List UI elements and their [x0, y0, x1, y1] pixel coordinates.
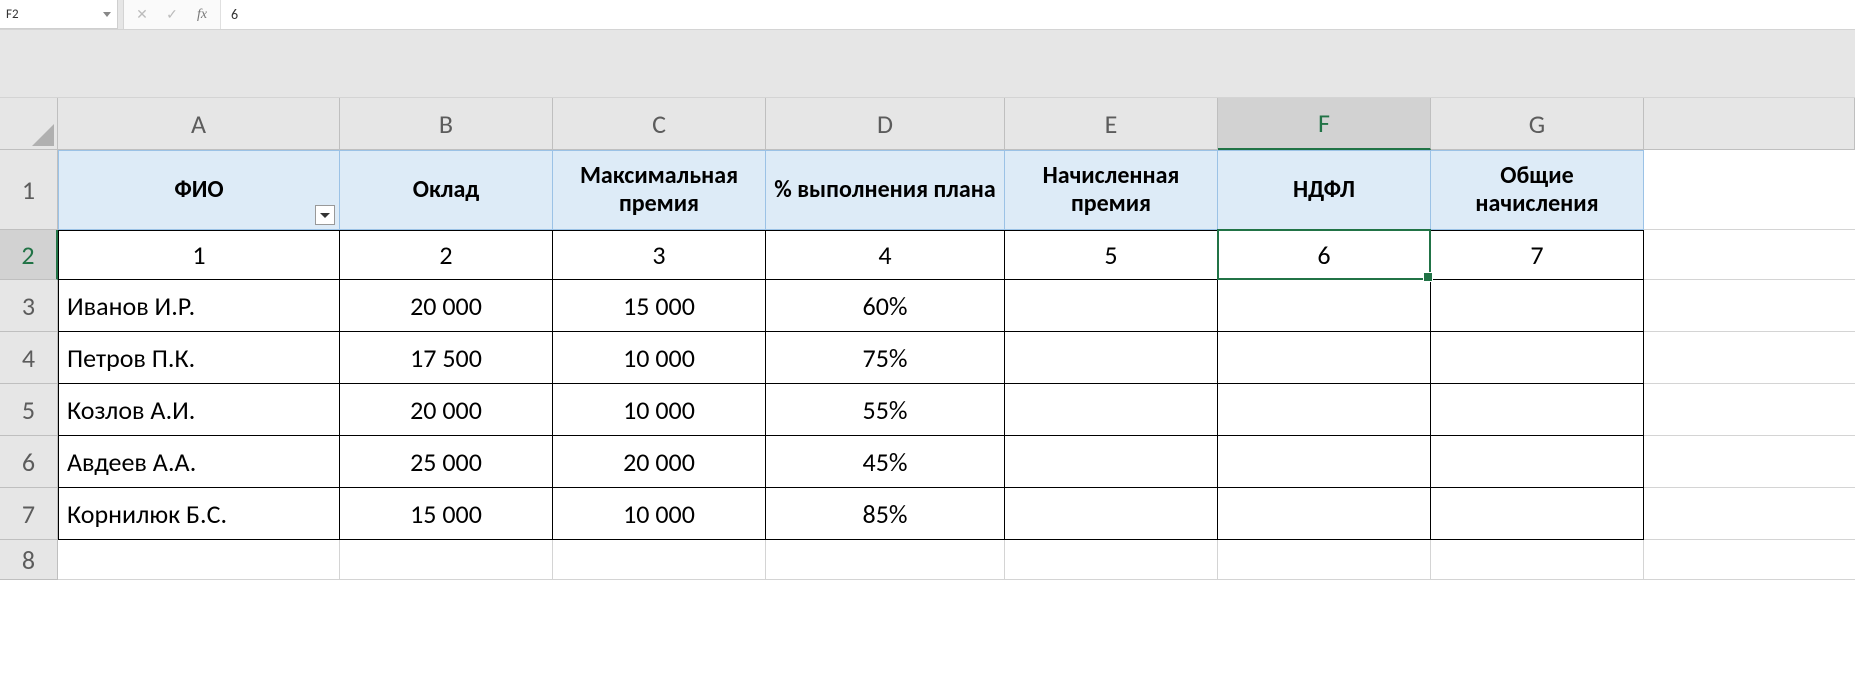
cancel-icon[interactable]: ✕	[128, 3, 156, 27]
row-header-2[interactable]: 2	[0, 230, 58, 280]
cell-A3[interactable]: Иванов И.Р.	[58, 280, 340, 332]
cell-A2[interactable]: 1	[58, 230, 340, 280]
row-header-4[interactable]: 4	[0, 332, 58, 384]
filter-button[interactable]	[315, 205, 335, 225]
cell-D8[interactable]	[766, 540, 1005, 580]
cell-E2[interactable]: 5	[1005, 230, 1218, 280]
cell-G2[interactable]: 7	[1431, 230, 1644, 280]
formula-bar-expand	[0, 30, 1855, 98]
cell-B1[interactable]: Оклад	[340, 150, 553, 230]
cell-G5[interactable]	[1431, 384, 1644, 436]
column-header-E[interactable]: E	[1005, 98, 1218, 150]
cell-C6[interactable]: 20 000	[553, 436, 766, 488]
cell-A1[interactable]: ФИО	[58, 150, 340, 230]
cell-B2[interactable]: 2	[340, 230, 553, 280]
cell-G8[interactable]	[1431, 540, 1644, 580]
fx-icon[interactable]: fx	[188, 3, 216, 27]
cell-G3[interactable]	[1431, 280, 1644, 332]
cell-B6[interactable]: 25 000	[340, 436, 553, 488]
cell-D1[interactable]: % выполнения плана	[766, 150, 1005, 230]
cell-B5[interactable]: 20 000	[340, 384, 553, 436]
header-fio: ФИО	[174, 176, 223, 204]
cell-A6[interactable]: Авдеев А.А.	[58, 436, 340, 488]
filler	[1644, 436, 1855, 488]
cell-D7[interactable]: 85%	[766, 488, 1005, 540]
cell-C1[interactable]: Максимальная премия	[553, 150, 766, 230]
row-header-8[interactable]: 8	[0, 540, 58, 580]
cell-F6[interactable]	[1218, 436, 1431, 488]
cell-C4[interactable]: 10 000	[553, 332, 766, 384]
cell-A5[interactable]: Козлов А.И.	[58, 384, 340, 436]
column-header-F[interactable]: F	[1218, 98, 1431, 150]
cell-A4[interactable]: Петров П.К.	[58, 332, 340, 384]
column-header-A[interactable]: A	[58, 98, 340, 150]
cell-D5[interactable]: 55%	[766, 384, 1005, 436]
name-box-value: F2	[6, 7, 99, 22]
spreadsheet-grid: A B C D E F G 1 ФИО Оклад Максимальная п…	[0, 98, 1855, 580]
column-header-filler	[1644, 98, 1855, 150]
column-header-B[interactable]: B	[340, 98, 553, 150]
cell-F1[interactable]: НДФЛ	[1218, 150, 1431, 230]
row-header-1[interactable]: 1	[0, 150, 58, 230]
cell-E5[interactable]	[1005, 384, 1218, 436]
cell-A7[interactable]: Корнилюк Б.С.	[58, 488, 340, 540]
cell-D4[interactable]: 75%	[766, 332, 1005, 384]
formula-input[interactable]: 6	[221, 0, 1855, 29]
cell-C3[interactable]: 15 000	[553, 280, 766, 332]
cell-F4[interactable]	[1218, 332, 1431, 384]
cell-F8[interactable]	[1218, 540, 1431, 580]
filler	[1644, 230, 1855, 280]
filler	[1644, 280, 1855, 332]
row-header-6[interactable]: 6	[0, 436, 58, 488]
cell-D2[interactable]: 4	[766, 230, 1005, 280]
cell-F2[interactable]: 6	[1218, 230, 1431, 280]
cell-G6[interactable]	[1431, 436, 1644, 488]
chevron-down-icon[interactable]	[103, 12, 111, 17]
cell-E1[interactable]: Начисленная премия	[1005, 150, 1218, 230]
cell-E8[interactable]	[1005, 540, 1218, 580]
cell-D3[interactable]: 60%	[766, 280, 1005, 332]
cell-G4[interactable]	[1431, 332, 1644, 384]
filler	[1644, 540, 1855, 580]
cell-B8[interactable]	[340, 540, 553, 580]
name-box[interactable]: F2	[0, 0, 118, 29]
cell-E7[interactable]	[1005, 488, 1218, 540]
row-header-3[interactable]: 3	[0, 280, 58, 332]
select-all-button[interactable]	[0, 98, 58, 150]
column-header-C[interactable]: C	[553, 98, 766, 150]
cell-E4[interactable]	[1005, 332, 1218, 384]
cell-F3[interactable]	[1218, 280, 1431, 332]
cell-D6[interactable]: 45%	[766, 436, 1005, 488]
cell-G1[interactable]: Общие начисления	[1431, 150, 1644, 230]
cell-C8[interactable]	[553, 540, 766, 580]
cell-E3[interactable]	[1005, 280, 1218, 332]
filler	[1644, 332, 1855, 384]
row-header-7[interactable]: 7	[0, 488, 58, 540]
cell-B3[interactable]: 20 000	[340, 280, 553, 332]
enter-icon[interactable]: ✓	[158, 3, 186, 27]
cell-F5[interactable]	[1218, 384, 1431, 436]
cell-A8[interactable]	[58, 540, 340, 580]
cell-G7[interactable]	[1431, 488, 1644, 540]
cell-F7[interactable]	[1218, 488, 1431, 540]
filler	[1644, 384, 1855, 436]
row-header-5[interactable]: 5	[0, 384, 58, 436]
cell-C7[interactable]: 10 000	[553, 488, 766, 540]
cell-B4[interactable]: 17 500	[340, 332, 553, 384]
cell-C5[interactable]: 10 000	[553, 384, 766, 436]
cell-E6[interactable]	[1005, 436, 1218, 488]
filler	[1644, 488, 1855, 540]
column-header-D[interactable]: D	[766, 98, 1005, 150]
cell-C2[interactable]: 3	[553, 230, 766, 280]
column-header-G[interactable]: G	[1431, 98, 1644, 150]
filler	[1644, 150, 1855, 230]
formula-bar-buttons: ✕ ✓ fx	[124, 0, 221, 29]
cell-B7[interactable]: 15 000	[340, 488, 553, 540]
formula-bar: F2 ✕ ✓ fx 6	[0, 0, 1855, 30]
